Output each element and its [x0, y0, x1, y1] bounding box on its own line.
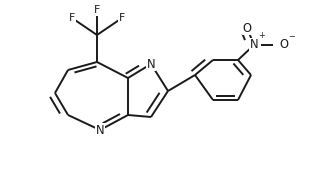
- Text: F: F: [69, 13, 75, 23]
- Text: O: O: [242, 22, 251, 34]
- Text: F: F: [119, 13, 125, 23]
- Text: F: F: [94, 5, 100, 15]
- Text: O: O: [280, 38, 289, 52]
- Text: −: −: [288, 32, 294, 41]
- Text: F: F: [94, 5, 100, 15]
- Text: N: N: [96, 124, 104, 136]
- Text: N: N: [96, 124, 104, 136]
- Text: F: F: [69, 13, 75, 23]
- Text: N: N: [250, 38, 258, 52]
- Text: N: N: [147, 57, 155, 70]
- Text: N: N: [147, 57, 155, 70]
- Text: N: N: [250, 38, 258, 52]
- Text: O: O: [280, 38, 289, 52]
- Text: F: F: [119, 13, 125, 23]
- Text: +: +: [258, 31, 265, 40]
- Text: O: O: [242, 22, 251, 34]
